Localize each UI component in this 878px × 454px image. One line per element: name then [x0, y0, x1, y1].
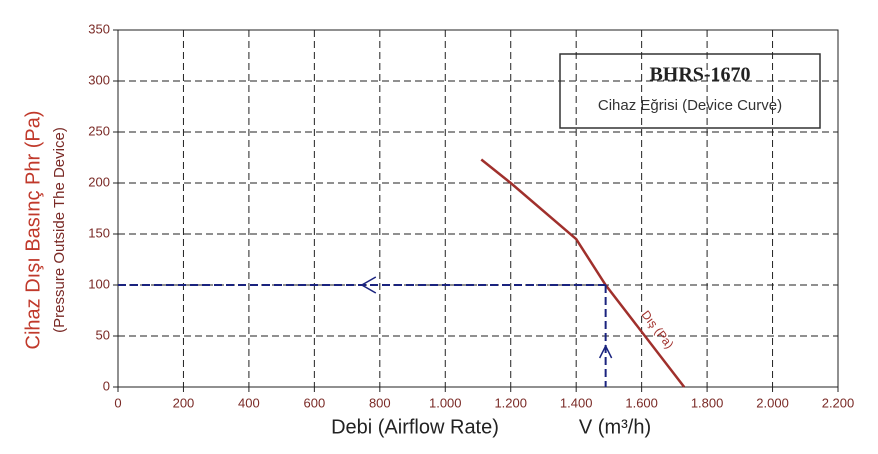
x-axis-unit: V (m³/h)	[579, 416, 651, 438]
y-axis-label: Cihaz Dışı Basınç Phr (Pa)	[22, 111, 44, 350]
plot-frame	[117, 29, 839, 388]
y-tick-label: 50	[96, 327, 110, 342]
x-tick-label: 1.600	[625, 395, 658, 410]
y-tick-label: 100	[88, 276, 110, 291]
y-tick-label: 200	[88, 174, 110, 189]
x-axis-label: Debi (Airflow Rate)	[331, 416, 499, 438]
x-tick-label: 2.000	[756, 395, 789, 410]
x-tick-label: 1.400	[560, 395, 593, 410]
x-tick-label: 1.200	[494, 395, 527, 410]
x-tick-label: 1.800	[691, 395, 724, 410]
x-tick-label: 400	[238, 395, 260, 410]
x-tick-label: 0	[114, 395, 121, 410]
chart-subtitle: Cihaz Eğrisi (Device Curve)	[598, 97, 782, 114]
x-tick-label: 1.000	[429, 395, 462, 410]
x-tick-label: 800	[369, 395, 391, 410]
y-tick-label: 250	[88, 123, 110, 138]
device-curve	[480, 158, 686, 388]
y-tick-label: 300	[88, 72, 110, 87]
y-tick-label: 0	[103, 378, 110, 393]
y-tick-label: 150	[88, 225, 110, 240]
arrow-left	[360, 276, 377, 294]
arrow-up	[598, 344, 613, 359]
y-axis-label-secondary: (Pressure Outside The Device)	[51, 127, 68, 333]
x-tick-label: 2.200	[822, 395, 855, 410]
legend-box	[559, 53, 821, 129]
x-tick-label: 200	[173, 395, 195, 410]
x-tick-label: 600	[304, 395, 326, 410]
y-tick-label: 350	[88, 21, 110, 36]
chart-title: BHRS-1670	[649, 64, 750, 86]
